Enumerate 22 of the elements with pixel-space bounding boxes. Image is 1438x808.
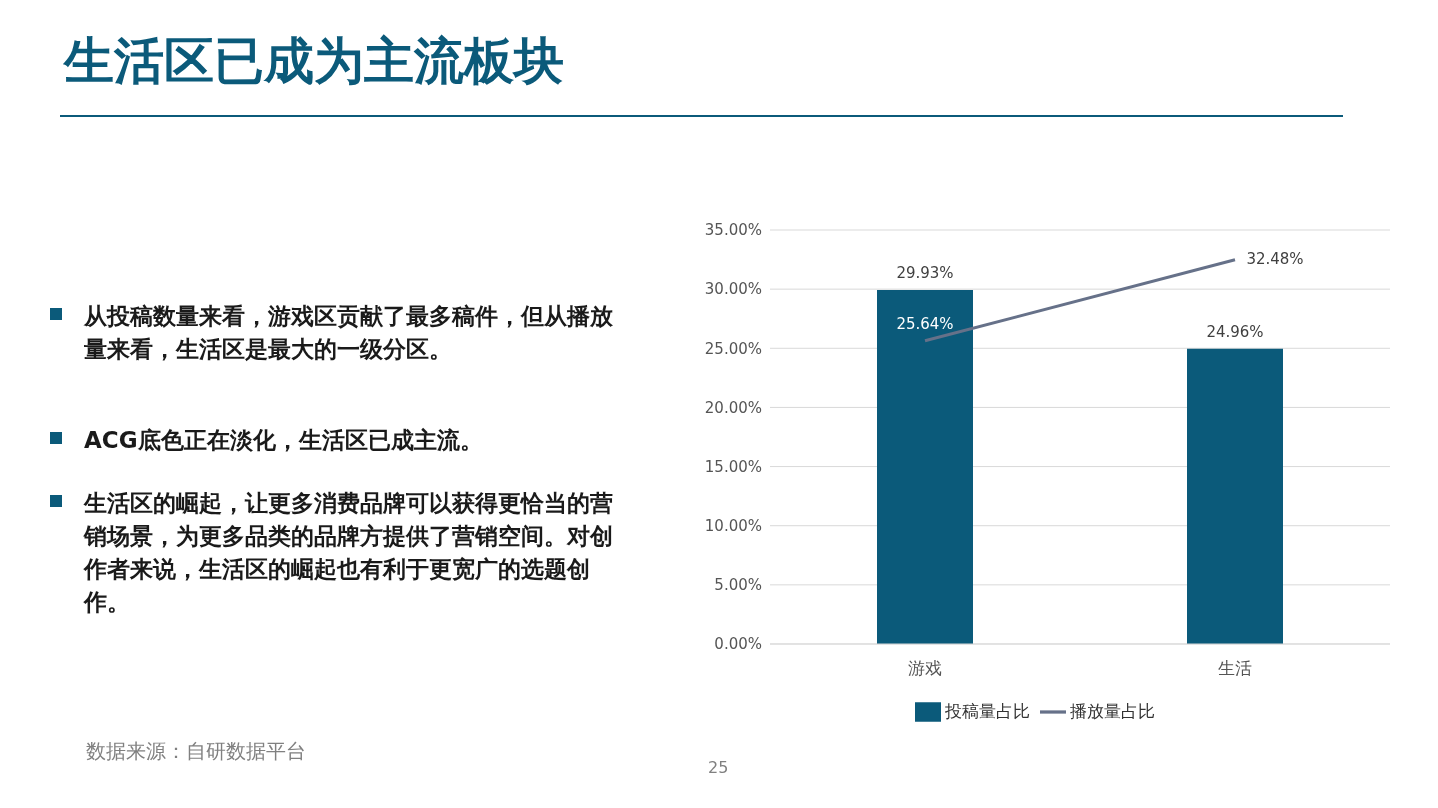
- y-tick-label: 5.00%: [714, 576, 762, 595]
- data-label: 25.64%: [896, 314, 954, 333]
- y-tick-label: 35.00%: [704, 221, 762, 240]
- y-tick-label: 30.00%: [704, 280, 762, 299]
- y-tick-label: 15.00%: [704, 457, 762, 476]
- data-label: 32.48%: [1246, 249, 1304, 268]
- x-tick-label: 生活: [1218, 658, 1252, 679]
- text: ACG底色正在淡化，生活区已成主流。: [84, 426, 484, 455]
- legend-label: 投稿量占比: [945, 701, 1030, 721]
- x-tick-label: 游戏: [908, 658, 942, 679]
- legend-label: 播放量占比: [1070, 701, 1155, 721]
- source-note: 数据来源：自研数据平台: [86, 738, 306, 765]
- y-tick-label: 10.00%: [704, 517, 762, 536]
- text: 从投稿数量来看，游戏区贡献了最多稿件，但从播放量来看，生活区是最大的一级分区。: [84, 302, 614, 364]
- text: 25: [708, 758, 729, 777]
- y-tick-label: 20.00%: [704, 398, 762, 417]
- data-label: 29.93%: [896, 263, 954, 282]
- y-tick-label: 0.00%: [714, 635, 762, 654]
- data-label: 24.96%: [1206, 322, 1264, 341]
- text: 生活区的崛起，让更多消费品牌可以获得更恰当的营销场景，为更多品类的品牌方提供了营销空间。对创作者来说，生活区的崛起也有利于更宽广的选题创作。: [84, 489, 614, 617]
- y-tick-label: 25.00%: [704, 339, 762, 358]
- text: 生活区已成为主流板块: [64, 31, 564, 92]
